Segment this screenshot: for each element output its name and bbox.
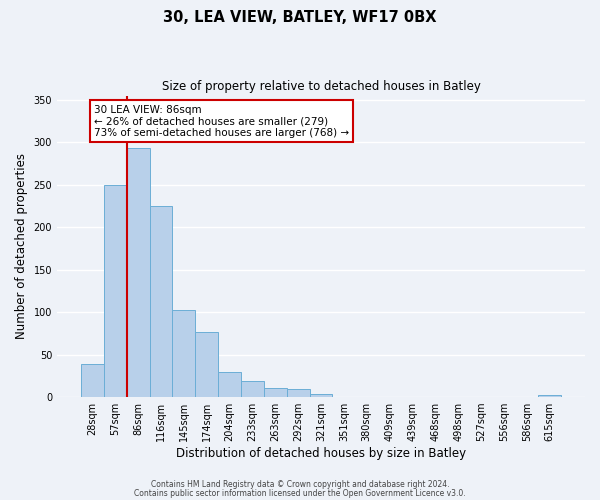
Bar xyxy=(81,364,104,397)
X-axis label: Distribution of detached houses by size in Batley: Distribution of detached houses by size … xyxy=(176,447,466,460)
Text: Contains public sector information licensed under the Open Government Licence v3: Contains public sector information licen… xyxy=(134,488,466,498)
Bar xyxy=(287,388,310,397)
Text: 30, LEA VIEW, BATLEY, WF17 0BX: 30, LEA VIEW, BATLEY, WF17 0BX xyxy=(163,10,437,25)
Y-axis label: Number of detached properties: Number of detached properties xyxy=(15,154,28,340)
Bar xyxy=(196,332,218,397)
Text: 30 LEA VIEW: 86sqm
← 26% of detached houses are smaller (279)
73% of semi-detach: 30 LEA VIEW: 86sqm ← 26% of detached hou… xyxy=(94,104,349,138)
Bar xyxy=(104,184,127,397)
Bar xyxy=(127,148,149,397)
Bar xyxy=(218,372,241,397)
Bar xyxy=(241,381,264,397)
Bar xyxy=(538,396,561,397)
Title: Size of property relative to detached houses in Batley: Size of property relative to detached ho… xyxy=(161,80,481,93)
Bar xyxy=(149,206,172,397)
Text: Contains HM Land Registry data © Crown copyright and database right 2024.: Contains HM Land Registry data © Crown c… xyxy=(151,480,449,489)
Bar xyxy=(264,388,287,397)
Bar xyxy=(310,394,332,397)
Bar xyxy=(172,310,196,397)
